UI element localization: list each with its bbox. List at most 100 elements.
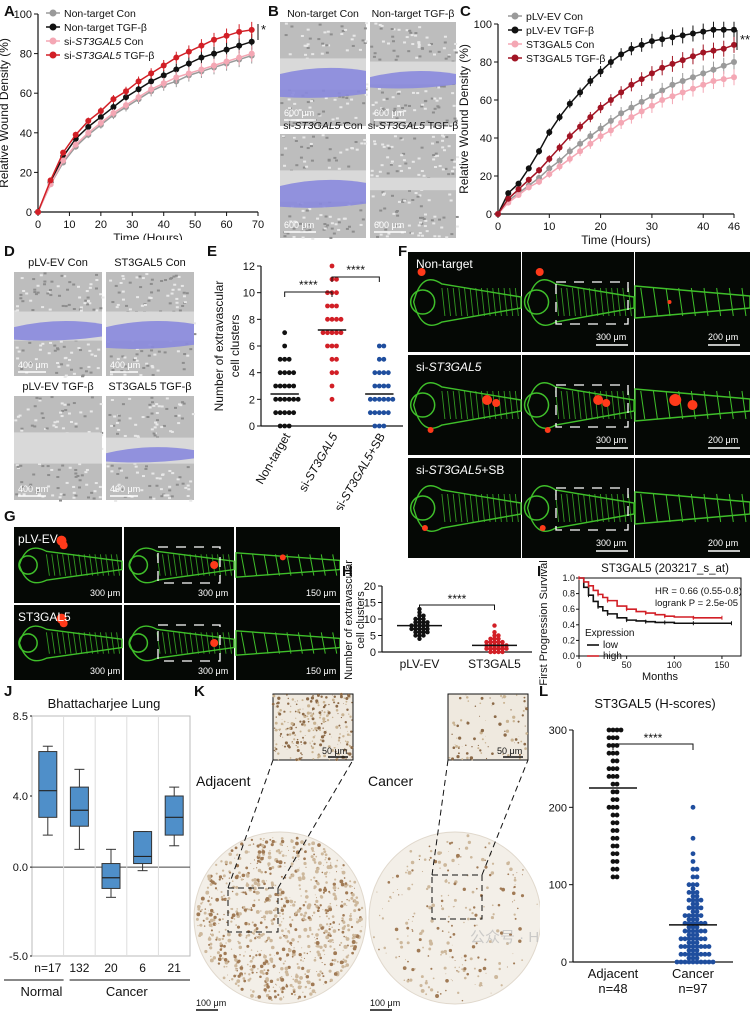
stain	[303, 857, 306, 860]
data-point	[291, 370, 296, 375]
texture	[289, 53, 292, 55]
stain	[252, 990, 255, 993]
texture	[340, 33, 343, 35]
texture	[118, 467, 121, 469]
stain	[271, 843, 274, 846]
stain	[442, 930, 444, 932]
stain	[301, 723, 304, 726]
data-point	[607, 743, 612, 748]
stain	[311, 841, 315, 845]
stain	[337, 702, 339, 704]
stain	[316, 941, 320, 945]
stain	[284, 862, 286, 864]
stain	[264, 985, 266, 987]
stain	[279, 972, 280, 973]
stain	[506, 696, 507, 697]
stain	[243, 980, 246, 983]
texture	[374, 143, 377, 145]
stain	[514, 900, 515, 901]
stain	[308, 721, 310, 723]
stain	[291, 938, 294, 941]
stain	[447, 869, 449, 871]
x-tick-label: 100	[667, 660, 682, 670]
texture	[447, 56, 450, 58]
tumor-cells	[545, 427, 551, 433]
stain	[244, 972, 246, 974]
stain	[315, 894, 316, 895]
texture	[14, 419, 17, 421]
texture	[40, 274, 43, 276]
data-point	[381, 424, 386, 429]
texture	[415, 192, 418, 194]
texture	[432, 158, 435, 160]
data-point	[687, 890, 692, 895]
stain	[234, 958, 238, 962]
label-part-italic: ST3GAL5	[75, 36, 121, 48]
stain	[210, 959, 214, 963]
stain	[341, 713, 344, 716]
stain	[333, 942, 334, 943]
stain	[471, 746, 472, 747]
scale-label: 100 μm	[370, 998, 400, 1008]
texture	[392, 40, 395, 42]
data-point	[669, 82, 675, 88]
stain	[307, 718, 309, 720]
texture	[391, 146, 394, 148]
stain	[245, 951, 246, 952]
stain	[341, 901, 342, 902]
n-label: 21	[168, 961, 182, 975]
stain	[351, 926, 353, 928]
legend-marker	[50, 52, 57, 59]
stain	[281, 909, 284, 912]
data-point	[377, 410, 382, 415]
label-part: si-	[416, 463, 429, 477]
texture	[118, 292, 121, 294]
stain	[411, 968, 414, 971]
stain	[324, 704, 326, 706]
stain	[228, 897, 231, 900]
label-part: si-	[64, 36, 76, 48]
stain	[288, 698, 289, 699]
texture	[87, 366, 90, 368]
data-point	[679, 936, 684, 941]
ihc-images-k: KAdjacent Cancer50 μm 50 μm100 μm 100 μm公众号…	[190, 680, 540, 1016]
label-part-italic: ST3GAL5	[302, 430, 341, 483]
data-point	[425, 630, 429, 634]
texture	[134, 357, 137, 359]
stain	[341, 917, 343, 919]
texture	[89, 283, 92, 285]
stain	[523, 700, 525, 702]
texture	[136, 296, 139, 298]
texture	[293, 137, 296, 139]
texture	[325, 137, 328, 139]
legend-marker	[512, 13, 519, 20]
legend-label: si-ST3GAL5 TGF-β	[64, 50, 154, 62]
image-label: pLV-EV TGF-β	[22, 381, 93, 393]
stain	[316, 950, 319, 953]
stain	[228, 852, 232, 856]
stain	[211, 914, 212, 915]
stain	[319, 924, 322, 927]
texture	[362, 218, 365, 220]
stain	[213, 956, 216, 959]
stain	[437, 851, 441, 855]
data-point	[409, 627, 413, 631]
texture	[156, 412, 159, 414]
stain	[403, 966, 407, 970]
texture	[154, 422, 157, 424]
stain	[303, 741, 306, 744]
stain	[216, 873, 218, 875]
texture	[92, 309, 95, 311]
texture	[450, 233, 453, 235]
texture	[444, 168, 447, 170]
stain	[300, 752, 302, 754]
stain	[222, 957, 224, 959]
data-point	[615, 759, 620, 764]
texture	[41, 343, 44, 345]
stain	[197, 925, 198, 926]
y-tick-label: 20	[20, 167, 32, 179]
texture	[16, 305, 19, 307]
stain	[319, 717, 321, 719]
stain	[349, 745, 350, 746]
stain	[376, 891, 377, 892]
